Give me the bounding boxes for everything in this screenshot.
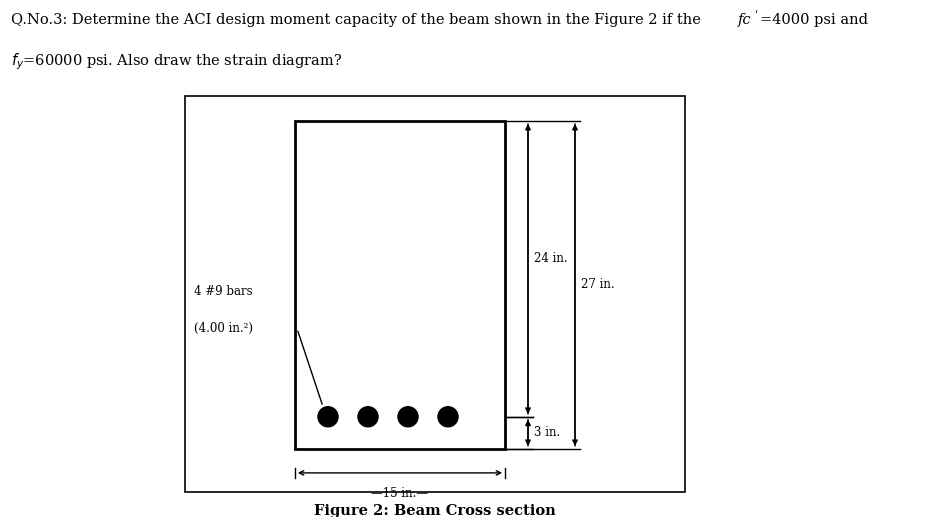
Bar <box>185 96 685 492</box>
Circle shape <box>438 407 458 427</box>
Text: =4000 psi and: =4000 psi and <box>760 13 867 27</box>
Text: 3 in.: 3 in. <box>534 427 560 439</box>
Text: —15 in.—: —15 in.— <box>372 487 429 500</box>
Text: Figure 2: Beam Cross section: Figure 2: Beam Cross section <box>314 504 556 517</box>
Text: (4.00 in.²): (4.00 in.²) <box>194 322 253 334</box>
Circle shape <box>358 407 378 427</box>
Text: fc: fc <box>738 13 751 27</box>
Bar <box>295 121 505 449</box>
Text: 24 in.: 24 in. <box>534 252 568 265</box>
Text: 4 #9 bars: 4 #9 bars <box>194 285 253 298</box>
Text: Q.No.3: Determine the ACI design moment capacity of the beam shown in the Figure: Q.No.3: Determine the ACI design moment … <box>11 13 706 27</box>
Text: ʹ: ʹ <box>754 11 757 21</box>
Text: $\mathit{f_y}$=60000 psi. Also draw the strain diagram?: $\mathit{f_y}$=60000 psi. Also draw the … <box>11 52 342 72</box>
Circle shape <box>398 407 418 427</box>
Text: 27 in.: 27 in. <box>581 279 615 292</box>
Circle shape <box>318 407 338 427</box>
